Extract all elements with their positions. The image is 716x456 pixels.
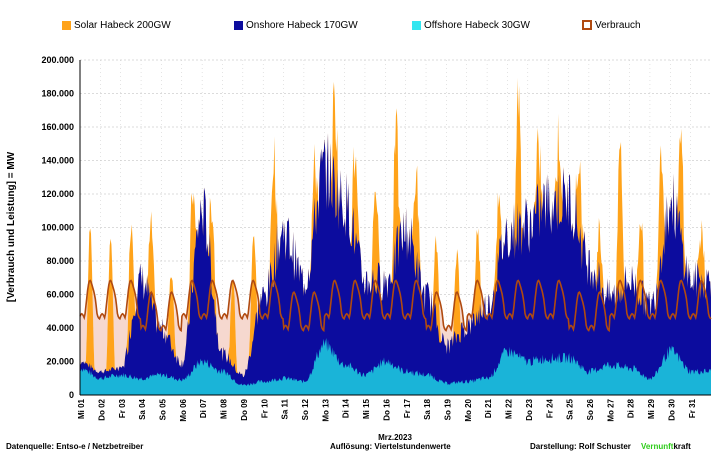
x-tick-label: Do 09 — [240, 398, 249, 420]
x-tick-label: So 12 — [301, 398, 310, 420]
x-tick-label: Fr 31 — [688, 398, 697, 418]
y-tick-label: 140.000 — [41, 156, 74, 166]
legend-solar-label: Solar Habeck 200GW — [74, 19, 171, 31]
x-tick-label: Mo 06 — [179, 398, 188, 421]
x-tick-label: Do 23 — [525, 398, 534, 420]
x-tick-label: Mi 01 — [77, 398, 86, 419]
y-tick-label: 100.000 — [41, 223, 74, 233]
x-axis-label: Mrz.2023 — [378, 433, 412, 442]
legend-onshore-swatch — [234, 20, 243, 30]
x-tick-label: Fr 17 — [403, 398, 412, 418]
x-tick-label: Mi 15 — [362, 398, 371, 419]
x-tick-label: Di 14 — [342, 398, 351, 418]
legend-verbrauch-label: Verbrauch — [595, 19, 641, 31]
x-tick-label: Sa 11 — [281, 398, 290, 419]
legend-offshore-swatch — [412, 20, 421, 30]
x-tick-label: Fr 03 — [118, 398, 127, 418]
x-tick-label: Sa 25 — [566, 398, 575, 419]
x-tick-label: Do 16 — [382, 398, 391, 420]
x-axis-ticks: Mi 01 Do 02 Fr 03 Sa 04 So 05 Mo 06 Di 07 Mi 08… — [77, 398, 697, 421]
legend-solar-swatch — [62, 20, 71, 30]
x-tick-label: Sa 04 — [138, 398, 147, 419]
x-tick-label: Fr 24 — [545, 398, 554, 418]
legend-offshore: Offshore Habeck 30GW — [412, 18, 530, 32]
legend-solar: Solar Habeck 200GW — [62, 18, 171, 32]
x-tick-label: Mo 27 — [606, 398, 615, 421]
footer-resolution: Auflösung: Viertelstundenwerte — [330, 442, 451, 451]
series-areas — [79, 77, 712, 396]
x-tick-label: Fr 10 — [260, 398, 269, 418]
x-tick-label: Mo 20 — [464, 398, 473, 421]
y-tick-label: 60.000 — [46, 290, 74, 300]
footer-brand-rest: kraft — [673, 442, 691, 451]
x-tick-label: Di 07 — [199, 398, 208, 418]
x-tick-label: Di 28 — [627, 398, 636, 418]
x-tick-label: Mi 22 — [505, 398, 514, 419]
verbrauch-line — [79, 279, 712, 333]
y-tick-label: 160.000 — [41, 122, 74, 132]
y-tick-label: 120.000 — [41, 189, 74, 199]
x-tick-label: Di 21 — [484, 398, 493, 418]
y-tick-label: 40.000 — [46, 323, 74, 333]
x-tick-label: Do 30 — [667, 398, 676, 420]
y-tick-label: 20.000 — [46, 357, 74, 367]
legend-offshore-label: Offshore Habeck 30GW — [424, 19, 530, 31]
x-tick-label: So 19 — [443, 398, 452, 420]
legend-onshore: Onshore Habeck 170GW — [234, 18, 358, 32]
footer-brand-green: Vernunft — [641, 442, 674, 451]
x-tick-label: So 26 — [586, 398, 595, 420]
x-tick-label: Sa 18 — [423, 398, 432, 419]
x-tick-label: So 05 — [159, 398, 168, 420]
footer-brand: Vernunftkraft — [641, 442, 691, 451]
y-tick-label: 80.000 — [46, 256, 74, 266]
onshore-area — [80, 133, 711, 396]
x-tick-label: Mi 29 — [647, 398, 656, 419]
legend-verbrauch: Verbrauch — [582, 18, 641, 32]
footer-source: Datenquelle: Entso-e / Netzbetreiber — [6, 442, 144, 451]
y-axis-label: [Verbrauch und Leistung] = MW — [6, 151, 17, 302]
y-tick-label: 200.000 — [41, 55, 74, 65]
x-tick-label: Do 02 — [97, 398, 106, 420]
legend-verbrauch-swatch — [582, 20, 592, 30]
y-axis-ticks: 0 20.000 40.000 60.000 80.000 100.000 120.000 1… — [41, 55, 74, 400]
offshore-area — [80, 338, 711, 395]
x-tick-label: Mo 13 — [321, 398, 330, 421]
y-tick-label: 0 — [69, 390, 74, 400]
legend-onshore-label: Onshore Habeck 170GW — [246, 19, 358, 31]
y-tick-label: 180.000 — [41, 89, 74, 99]
x-tick-label: Mi 08 — [220, 398, 229, 419]
footer-author: Darstellung: Rolf Schuster — [530, 442, 631, 451]
